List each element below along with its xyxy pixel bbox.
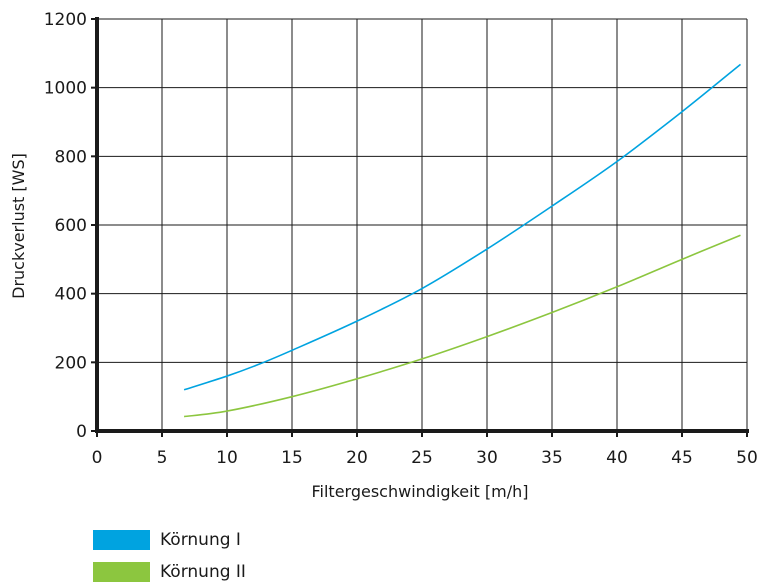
x-tick-label: 30 bbox=[476, 448, 498, 468]
y-tick-label: 1000 bbox=[44, 79, 87, 99]
x-tick-label: 50 bbox=[736, 448, 758, 468]
x-tick-label: 10 bbox=[216, 448, 238, 468]
legend-swatch-1 bbox=[93, 530, 150, 550]
x-tick-label: 35 bbox=[541, 448, 563, 468]
y-tick-label: 1200 bbox=[44, 10, 87, 30]
x-tick-label: 40 bbox=[606, 448, 628, 468]
axes bbox=[91, 17, 749, 437]
chart: 0 5 10 15 20 25 30 35 40 45 50 0 200 400 600 800 1000 120… bbox=[9, 10, 758, 501]
y-tick-label: 400 bbox=[55, 285, 87, 305]
legend-item-1: Körnung I bbox=[93, 524, 246, 556]
x-tick-label: 15 bbox=[281, 448, 303, 468]
y-axis-label: Druckverlust [WS] bbox=[9, 153, 28, 299]
y-tick-label: 200 bbox=[55, 353, 87, 373]
x-tick-label: 20 bbox=[346, 448, 368, 468]
x-axis-label: Filtergeschwindigkeit [m/h] bbox=[312, 482, 529, 501]
legend-swatch-2 bbox=[93, 562, 150, 582]
legend: Körnung I Körnung II bbox=[93, 524, 246, 588]
series-line-2 bbox=[183, 234, 741, 418]
series-line-1 bbox=[183, 63, 742, 391]
legend-item-2: Körnung II bbox=[93, 556, 246, 588]
series-lines bbox=[183, 63, 742, 418]
grid bbox=[97, 18, 748, 431]
y-tick-label: 600 bbox=[55, 216, 87, 236]
x-tick-label: 5 bbox=[157, 448, 168, 468]
x-tick-label: 0 bbox=[92, 448, 103, 468]
legend-label-2: Körnung II bbox=[160, 562, 246, 582]
legend-label-1: Körnung I bbox=[160, 530, 241, 550]
x-tick-label: 45 bbox=[671, 448, 693, 468]
y-tick-label: 0 bbox=[76, 422, 87, 442]
tick-labels: 0 5 10 15 20 25 30 35 40 45 50 0 200 400 600 800 1000 120… bbox=[44, 10, 758, 468]
x-tick-label: 25 bbox=[411, 448, 433, 468]
y-tick-label: 800 bbox=[55, 147, 87, 167]
